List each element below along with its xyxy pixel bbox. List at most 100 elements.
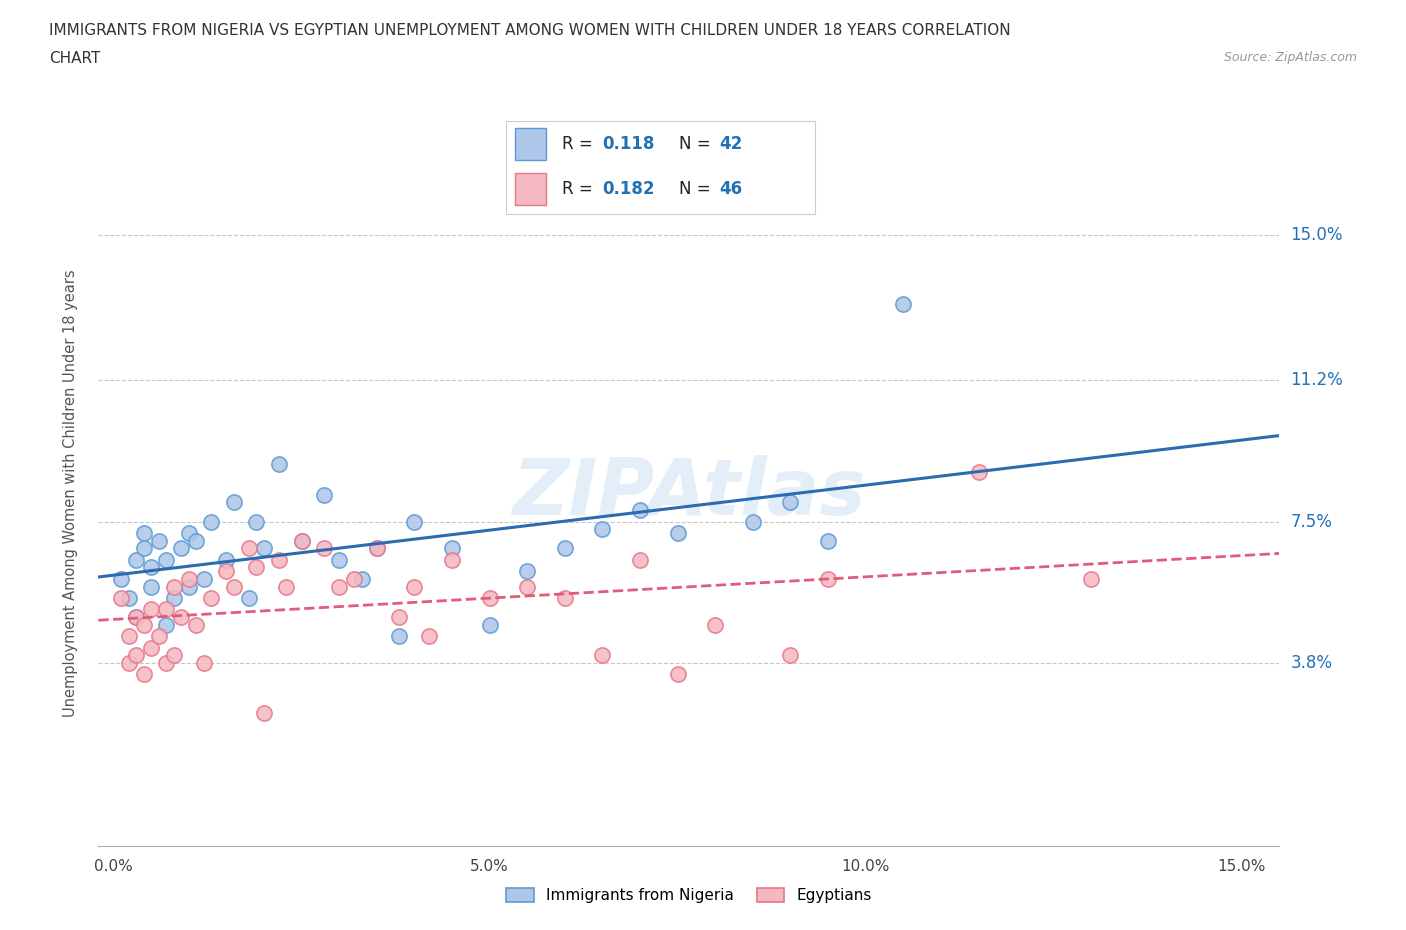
Point [328,579,350,594]
Point [418,629,440,644]
Point [591,522,613,537]
Point [290,533,312,548]
Point [388,629,411,644]
Point [110,591,132,605]
Point [193,571,215,586]
Legend: Immigrants from Nigeria, Egyptians: Immigrants from Nigeria, Egyptians [501,882,877,910]
Text: CHART: CHART [49,51,101,66]
Point [155,618,177,632]
Text: N =: N = [679,179,716,198]
Point [554,541,576,556]
Point [186,533,208,548]
Point [404,579,426,594]
Point [276,579,298,594]
Point [177,571,200,586]
Point [666,525,689,540]
Point [253,705,276,720]
Point [388,610,411,625]
Point [314,487,336,502]
Point [516,564,538,578]
Point [253,541,276,556]
Point [267,552,290,567]
Point [117,656,139,671]
Point [132,618,155,632]
Point [200,591,222,605]
Point [245,560,267,575]
Point [666,667,689,682]
Point [779,495,801,510]
Point [177,579,200,594]
Text: 0.118: 0.118 [602,135,654,153]
Y-axis label: Unemployment Among Women with Children Under 18 years: Unemployment Among Women with Children U… [63,269,77,717]
FancyBboxPatch shape [516,128,547,160]
Point [245,514,267,529]
Point [440,552,463,567]
Point [314,541,336,556]
Point [177,525,200,540]
Point [516,579,538,594]
Text: 7.5%: 7.5% [1291,512,1333,530]
Text: 46: 46 [720,179,742,198]
Point [200,514,222,529]
Point [139,602,162,617]
Text: IMMIGRANTS FROM NIGERIA VS EGYPTIAN UNEMPLOYMENT AMONG WOMEN WITH CHILDREN UNDER: IMMIGRANTS FROM NIGERIA VS EGYPTIAN UNEM… [49,23,1011,38]
Point [132,667,155,682]
Point [163,579,186,594]
Point [440,541,463,556]
Point [891,297,914,312]
Point [125,552,148,567]
Point [139,640,162,655]
Point [591,648,613,663]
Point [554,591,576,605]
Point [193,656,215,671]
Point [215,564,238,578]
Point [267,457,290,472]
Point [170,610,193,625]
Point [125,610,148,625]
Point [170,541,193,556]
Point [125,610,148,625]
Point [817,533,839,548]
Point [628,552,651,567]
Point [238,591,260,605]
Point [478,591,501,605]
Text: 0.182: 0.182 [602,179,655,198]
Point [110,571,132,586]
Point [343,571,366,586]
Text: N =: N = [679,135,716,153]
Point [366,541,388,556]
Point [222,495,245,510]
Point [139,579,162,594]
Point [328,552,350,567]
Point [155,552,177,567]
Text: ZIPAtlas: ZIPAtlas [512,455,866,531]
Point [125,648,148,663]
FancyBboxPatch shape [516,173,547,205]
Point [163,591,186,605]
Point [155,602,177,617]
Point [1080,571,1102,586]
Point [704,618,727,632]
Point [117,629,139,644]
Text: 42: 42 [720,135,742,153]
Point [628,502,651,517]
Point [155,656,177,671]
Point [186,618,208,632]
Point [163,648,186,663]
Point [290,533,312,548]
Point [967,464,990,479]
Point [238,541,260,556]
Point [117,591,139,605]
Point [366,541,388,556]
Point [404,514,426,529]
Point [817,571,839,586]
Point [132,541,155,556]
Point [215,552,238,567]
Text: 3.8%: 3.8% [1291,654,1333,671]
Point [139,560,162,575]
Point [148,629,170,644]
Point [350,571,373,586]
Text: 11.2%: 11.2% [1291,371,1343,389]
Point [222,579,245,594]
Point [741,514,763,529]
